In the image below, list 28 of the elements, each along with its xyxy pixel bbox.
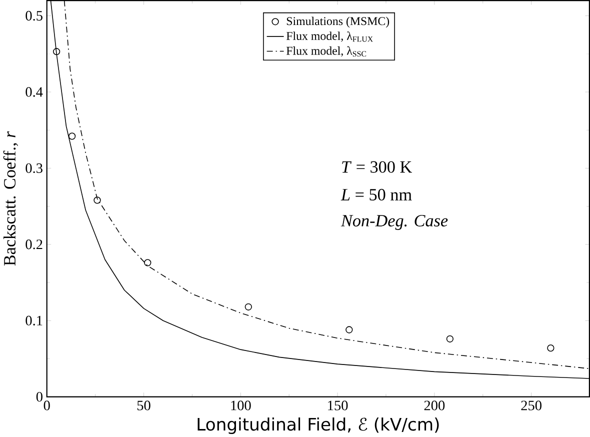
y-tick-label: 0.5 — [26, 10, 42, 20]
annotation: Non-Deg. Case — [340, 214, 448, 230]
x-tick-label: 100 — [231, 400, 251, 410]
x-tick-label: 0 — [44, 400, 50, 410]
y-tick-label: 0 — [36, 392, 42, 402]
y-tick-label: 0.1 — [26, 316, 42, 326]
point — [94, 196, 101, 204]
y-tick-label: 0.4 — [26, 86, 43, 97]
annotation: L = 50 nm — [340, 188, 412, 200]
point — [547, 344, 554, 352]
x-tick-label: 50 — [137, 400, 150, 410]
point — [68, 132, 76, 140]
legend-label: Flux model, λ$_{FLUX}$ — [286, 31, 373, 42]
point — [446, 335, 454, 342]
point — [244, 303, 252, 310]
legend-label: Flux model, λ$_{SSC}$ — [286, 46, 366, 56]
annotation: T = 300 K — [342, 161, 412, 173]
legend-label: Simulations (MSMC) — [286, 16, 390, 28]
x-tick-label: 250 — [521, 400, 542, 410]
y-tick-label: 0.2 — [26, 239, 42, 250]
y-tick-label: 0.3 — [26, 163, 42, 173]
x-tick-label: 150 — [328, 400, 348, 410]
x-tick-label: 200 — [424, 400, 445, 410]
y-axis-title: Backscatt. Coeff., r — [3, 131, 18, 266]
point — [144, 258, 152, 266]
point — [346, 326, 353, 334]
point — [52, 48, 60, 55]
x-axis-title: Longitudinal Field, ℰ (kV/cm) — [198, 417, 439, 434]
